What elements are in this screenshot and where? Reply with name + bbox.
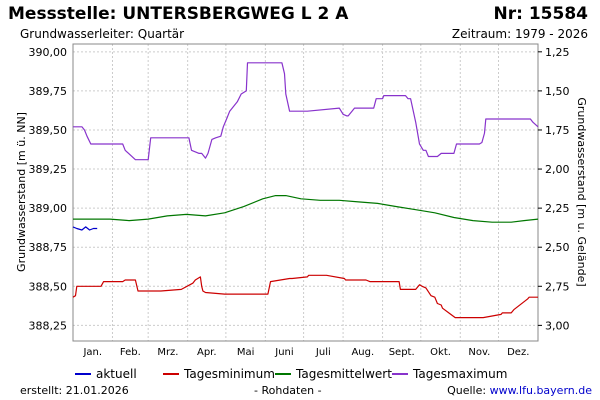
y-tick-label-right: 3,00 bbox=[545, 319, 570, 332]
station-title: Messstelle: UNTERSBERGWEG L 2 A bbox=[8, 4, 349, 24]
y-tick-label-left: 389,75 bbox=[29, 85, 68, 98]
series-line-aktuell bbox=[72, 226, 98, 231]
series-line-maximum bbox=[73, 62, 539, 161]
source-label: Quelle: bbox=[447, 384, 487, 397]
legend-label-mittel: Tagesmittelwert bbox=[296, 367, 392, 381]
grid-layer bbox=[73, 44, 538, 341]
legend-aktuell: aktuell bbox=[75, 367, 137, 381]
y-tick-label-left: 389,00 bbox=[29, 202, 68, 215]
aquifer-label: Grundwasserleiter: Quartär bbox=[20, 27, 185, 41]
x-tick-label-month: Okt. bbox=[430, 347, 451, 358]
y-tick-label-left: 388,75 bbox=[29, 241, 68, 254]
raw-data-note: - Rohdaten - bbox=[254, 384, 322, 397]
plot-frame bbox=[72, 43, 539, 342]
series-line-mittel bbox=[73, 195, 539, 223]
y-axis-label-left: Grundwasserstand [m ü. NN] bbox=[15, 112, 28, 272]
legend-label-aktuell: aktuell bbox=[96, 367, 137, 381]
y-axis-label-right: Grundwasserstand [m u. Gelände] bbox=[575, 97, 588, 286]
y-tick-label-right: 2,25 bbox=[545, 202, 570, 215]
y-tick-label-right: 1,50 bbox=[545, 85, 570, 98]
x-tick-label-month: Sept. bbox=[389, 347, 415, 358]
legend-label-maximum: Tagesmaximum bbox=[413, 367, 508, 381]
series-layer bbox=[72, 62, 539, 319]
x-tick-label-month: Jan. bbox=[82, 347, 102, 358]
created-label: erstellt: bbox=[20, 384, 63, 397]
legend-label-minimum: Tagesminimum bbox=[184, 367, 275, 381]
y-tick-label-right: 2,50 bbox=[545, 241, 570, 254]
y-tick-label-left: 388,50 bbox=[29, 280, 68, 293]
period-label: Zeitraum: 1979 - 2026 bbox=[451, 27, 588, 41]
y-tick-label-right: 1,75 bbox=[545, 124, 570, 137]
legend-mittel: Tagesmittelwert bbox=[275, 367, 392, 381]
legend-minimum: Tagesminimum bbox=[163, 367, 275, 381]
source-note: Quelle: www.lfu.bayern.de bbox=[447, 384, 592, 397]
x-tick-label-month: Mrz. bbox=[157, 347, 178, 358]
x-tick-label-month: Feb. bbox=[120, 347, 141, 358]
y-tick-label-left: 388,25 bbox=[29, 319, 68, 332]
legend-swatch-minimum bbox=[163, 373, 179, 375]
tick-layer: 388,25 388,50 388,75 389,00 389,25 389,50 389,… bbox=[29, 46, 570, 358]
x-tick-label-month: Mai bbox=[237, 347, 255, 358]
source-link[interactable]: www.lfu.bayern.de bbox=[489, 384, 592, 397]
y-tick-label-right: 1,25 bbox=[545, 46, 570, 59]
x-tick-label-month: Juni bbox=[274, 347, 293, 358]
created-note: erstellt: 21.01.2026 bbox=[20, 384, 129, 397]
series-line-minimum bbox=[72, 274, 538, 319]
y-tick-label-left: 390,00 bbox=[29, 46, 68, 59]
legend-maximum: Tagesmaximum bbox=[392, 367, 507, 381]
created-date: 21.01.2026 bbox=[65, 384, 129, 397]
legend-swatch-maximum bbox=[392, 373, 408, 375]
x-tick-label-month: Nov. bbox=[468, 347, 490, 358]
legend-swatch-mittel bbox=[275, 373, 291, 375]
y-tick-label-left: 389,25 bbox=[29, 163, 68, 176]
station-number: Nr: 15584 bbox=[493, 4, 588, 24]
x-tick-label-month: Dez. bbox=[507, 347, 529, 358]
x-tick-label-month: Aug. bbox=[351, 347, 374, 358]
x-tick-label-month: Apr. bbox=[197, 347, 217, 358]
x-tick-label-month: Juli bbox=[315, 347, 331, 358]
y-tick-label-left: 389,50 bbox=[29, 124, 68, 137]
y-tick-label-right: 2,75 bbox=[545, 280, 570, 293]
legend-swatch-aktuell bbox=[75, 373, 91, 375]
y-tick-label-right: 2,00 bbox=[545, 163, 570, 176]
